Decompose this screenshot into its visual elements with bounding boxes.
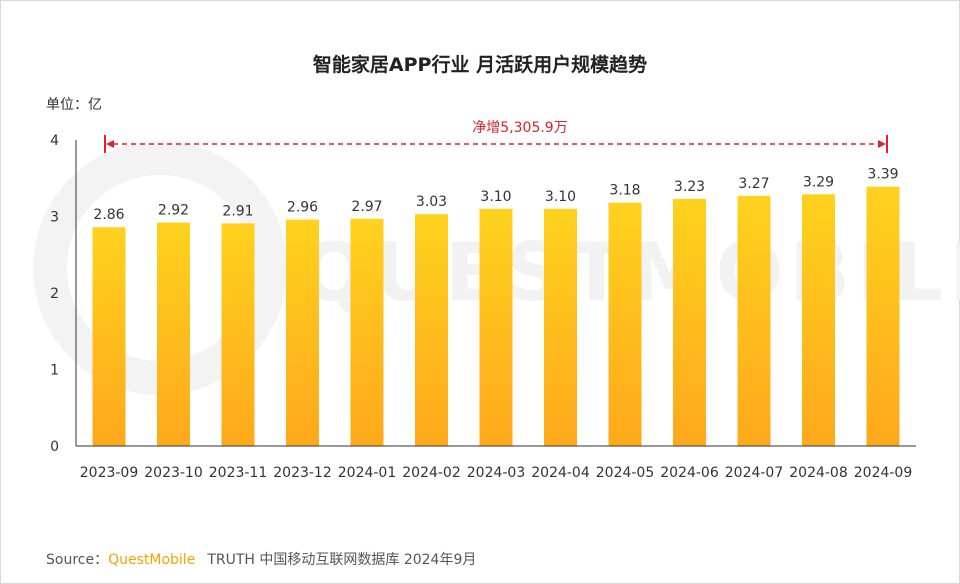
bar	[415, 214, 448, 446]
bar	[350, 218, 384, 446]
y-tick-label: 4	[50, 133, 59, 149]
growth-annotation: 净增5,305.9万	[104, 120, 888, 153]
x-axis-labels: 2023-09 2023-10 2023-11 2023-12 2024-01 2024-…	[80, 465, 913, 481]
bar-value-label: 3.10	[545, 189, 576, 205]
annotation-right-arrow	[878, 140, 886, 148]
bars-group: 2.86 2.92 2.91 2.96 2.97 3.03 3.10 3.10 3.18 3.23…	[92, 167, 900, 447]
x-tick-label: 2023-12	[273, 465, 332, 481]
y-axis-ticks: 0 1 2 3 4	[50, 133, 59, 455]
bar	[92, 227, 126, 446]
bar-value-label: 3.03	[416, 194, 447, 210]
bar	[673, 198, 706, 446]
bar	[544, 208, 577, 446]
bar-value-label: 3.29	[803, 174, 834, 190]
bar-value-label: 2.86	[93, 207, 124, 223]
bar	[221, 223, 255, 446]
x-tick-label: 2023-11	[209, 465, 268, 481]
source-text: TRUTH 中国移动互联网数据库 2024年9月	[207, 552, 477, 568]
x-tick-label: 2024-01	[338, 465, 397, 481]
bar-value-label: 3.18	[609, 183, 640, 199]
bar-value-label: 3.10	[480, 189, 511, 205]
bar	[608, 202, 642, 446]
x-tick-label: 2023-09	[80, 465, 139, 481]
x-tick-label: 2024-05	[596, 465, 655, 481]
x-tick-label: 2024-04	[531, 465, 590, 481]
source-prefix: Source：	[46, 552, 109, 568]
bar-value-label: 2.91	[222, 203, 253, 219]
bar-value-label: 2.97	[351, 199, 382, 215]
y-tick-label: 3	[50, 210, 59, 226]
bar	[866, 186, 900, 447]
bar	[802, 194, 835, 446]
annotation-text: 净增5,305.9万	[472, 120, 567, 136]
bar	[479, 208, 513, 446]
x-tick-label: 2024-08	[789, 465, 848, 481]
source-brand: QuestMobile	[108, 552, 196, 568]
y-tick-label: 0	[50, 439, 59, 455]
chart-title: 智能家居APP行业 月活跃用户规模趋势	[312, 54, 648, 76]
bar-value-label: 3.27	[738, 176, 769, 192]
y-tick-label: 1	[50, 363, 59, 379]
x-tick-label: 2024-09	[854, 465, 913, 481]
x-tick-label: 2024-03	[467, 465, 526, 481]
x-tick-label: 2024-02	[402, 465, 461, 481]
y-tick-label: 2	[50, 286, 59, 302]
x-tick-label: 2024-06	[660, 465, 719, 481]
bar	[157, 222, 190, 446]
bar-value-label: 3.23	[674, 179, 705, 195]
bar	[286, 219, 319, 446]
source-line: Source：QuestMobile TRUTH 中国移动互联网数据库 2024年…	[46, 549, 476, 569]
annotation-left-arrow	[106, 140, 114, 148]
bar-value-label: 2.92	[158, 203, 189, 219]
x-tick-label: 2023-10	[144, 465, 203, 481]
bar-value-label: 2.96	[287, 200, 318, 216]
x-tick-label: 2024-07	[725, 465, 784, 481]
bar-value-label: 3.39	[867, 167, 898, 183]
unit-label: 单位：亿	[46, 97, 102, 113]
bar	[737, 195, 771, 446]
